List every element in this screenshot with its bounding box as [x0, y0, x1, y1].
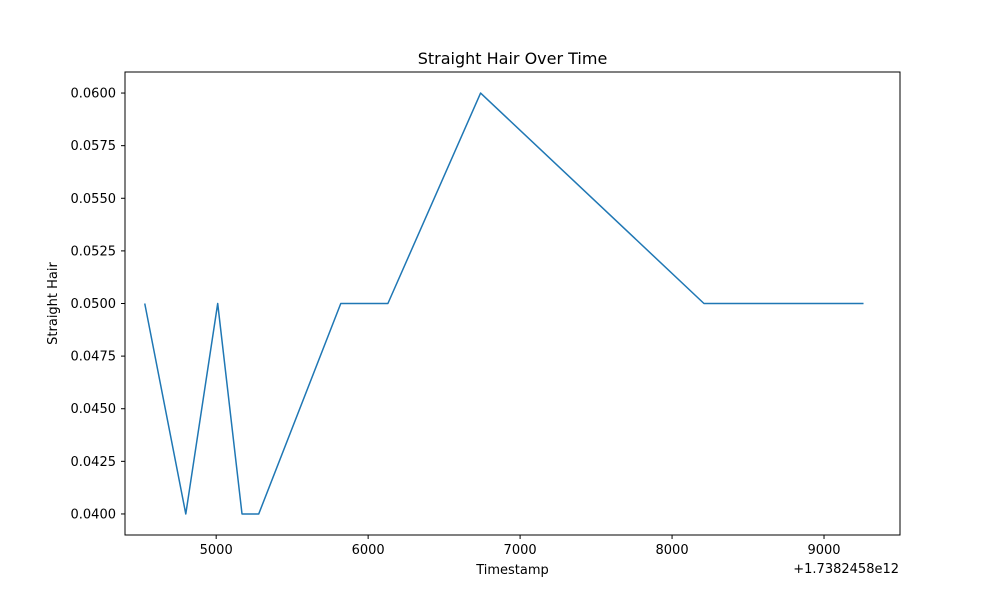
- x-tick-label: 8000: [656, 543, 689, 558]
- y-tick-label: 0.0600: [71, 87, 117, 102]
- y-tick-label: 0.0550: [71, 192, 117, 207]
- y-tick-label: 0.0525: [71, 244, 117, 259]
- x-tick-label: 5000: [200, 543, 233, 558]
- x-axis-offset-label: +1.7382458e12: [793, 562, 899, 577]
- y-tick-label: 0.0450: [71, 402, 117, 417]
- x-axis-label: Timestamp: [475, 563, 549, 578]
- y-tick-label: 0.0425: [71, 455, 117, 470]
- y-tick-label: 0.0475: [71, 350, 117, 365]
- y-tick-label: 0.0575: [71, 139, 117, 154]
- y-tick-label: 0.0400: [71, 507, 117, 522]
- chart-title: Straight Hair Over Time: [418, 49, 608, 68]
- x-tick-label: 7000: [504, 543, 537, 558]
- y-tick-label: 0.0500: [71, 297, 117, 312]
- x-tick-label: 6000: [352, 543, 385, 558]
- y-axis-label: Straight Hair: [46, 262, 61, 345]
- x-tick-label: 9000: [807, 543, 840, 558]
- series-line-0: [144, 92, 864, 515]
